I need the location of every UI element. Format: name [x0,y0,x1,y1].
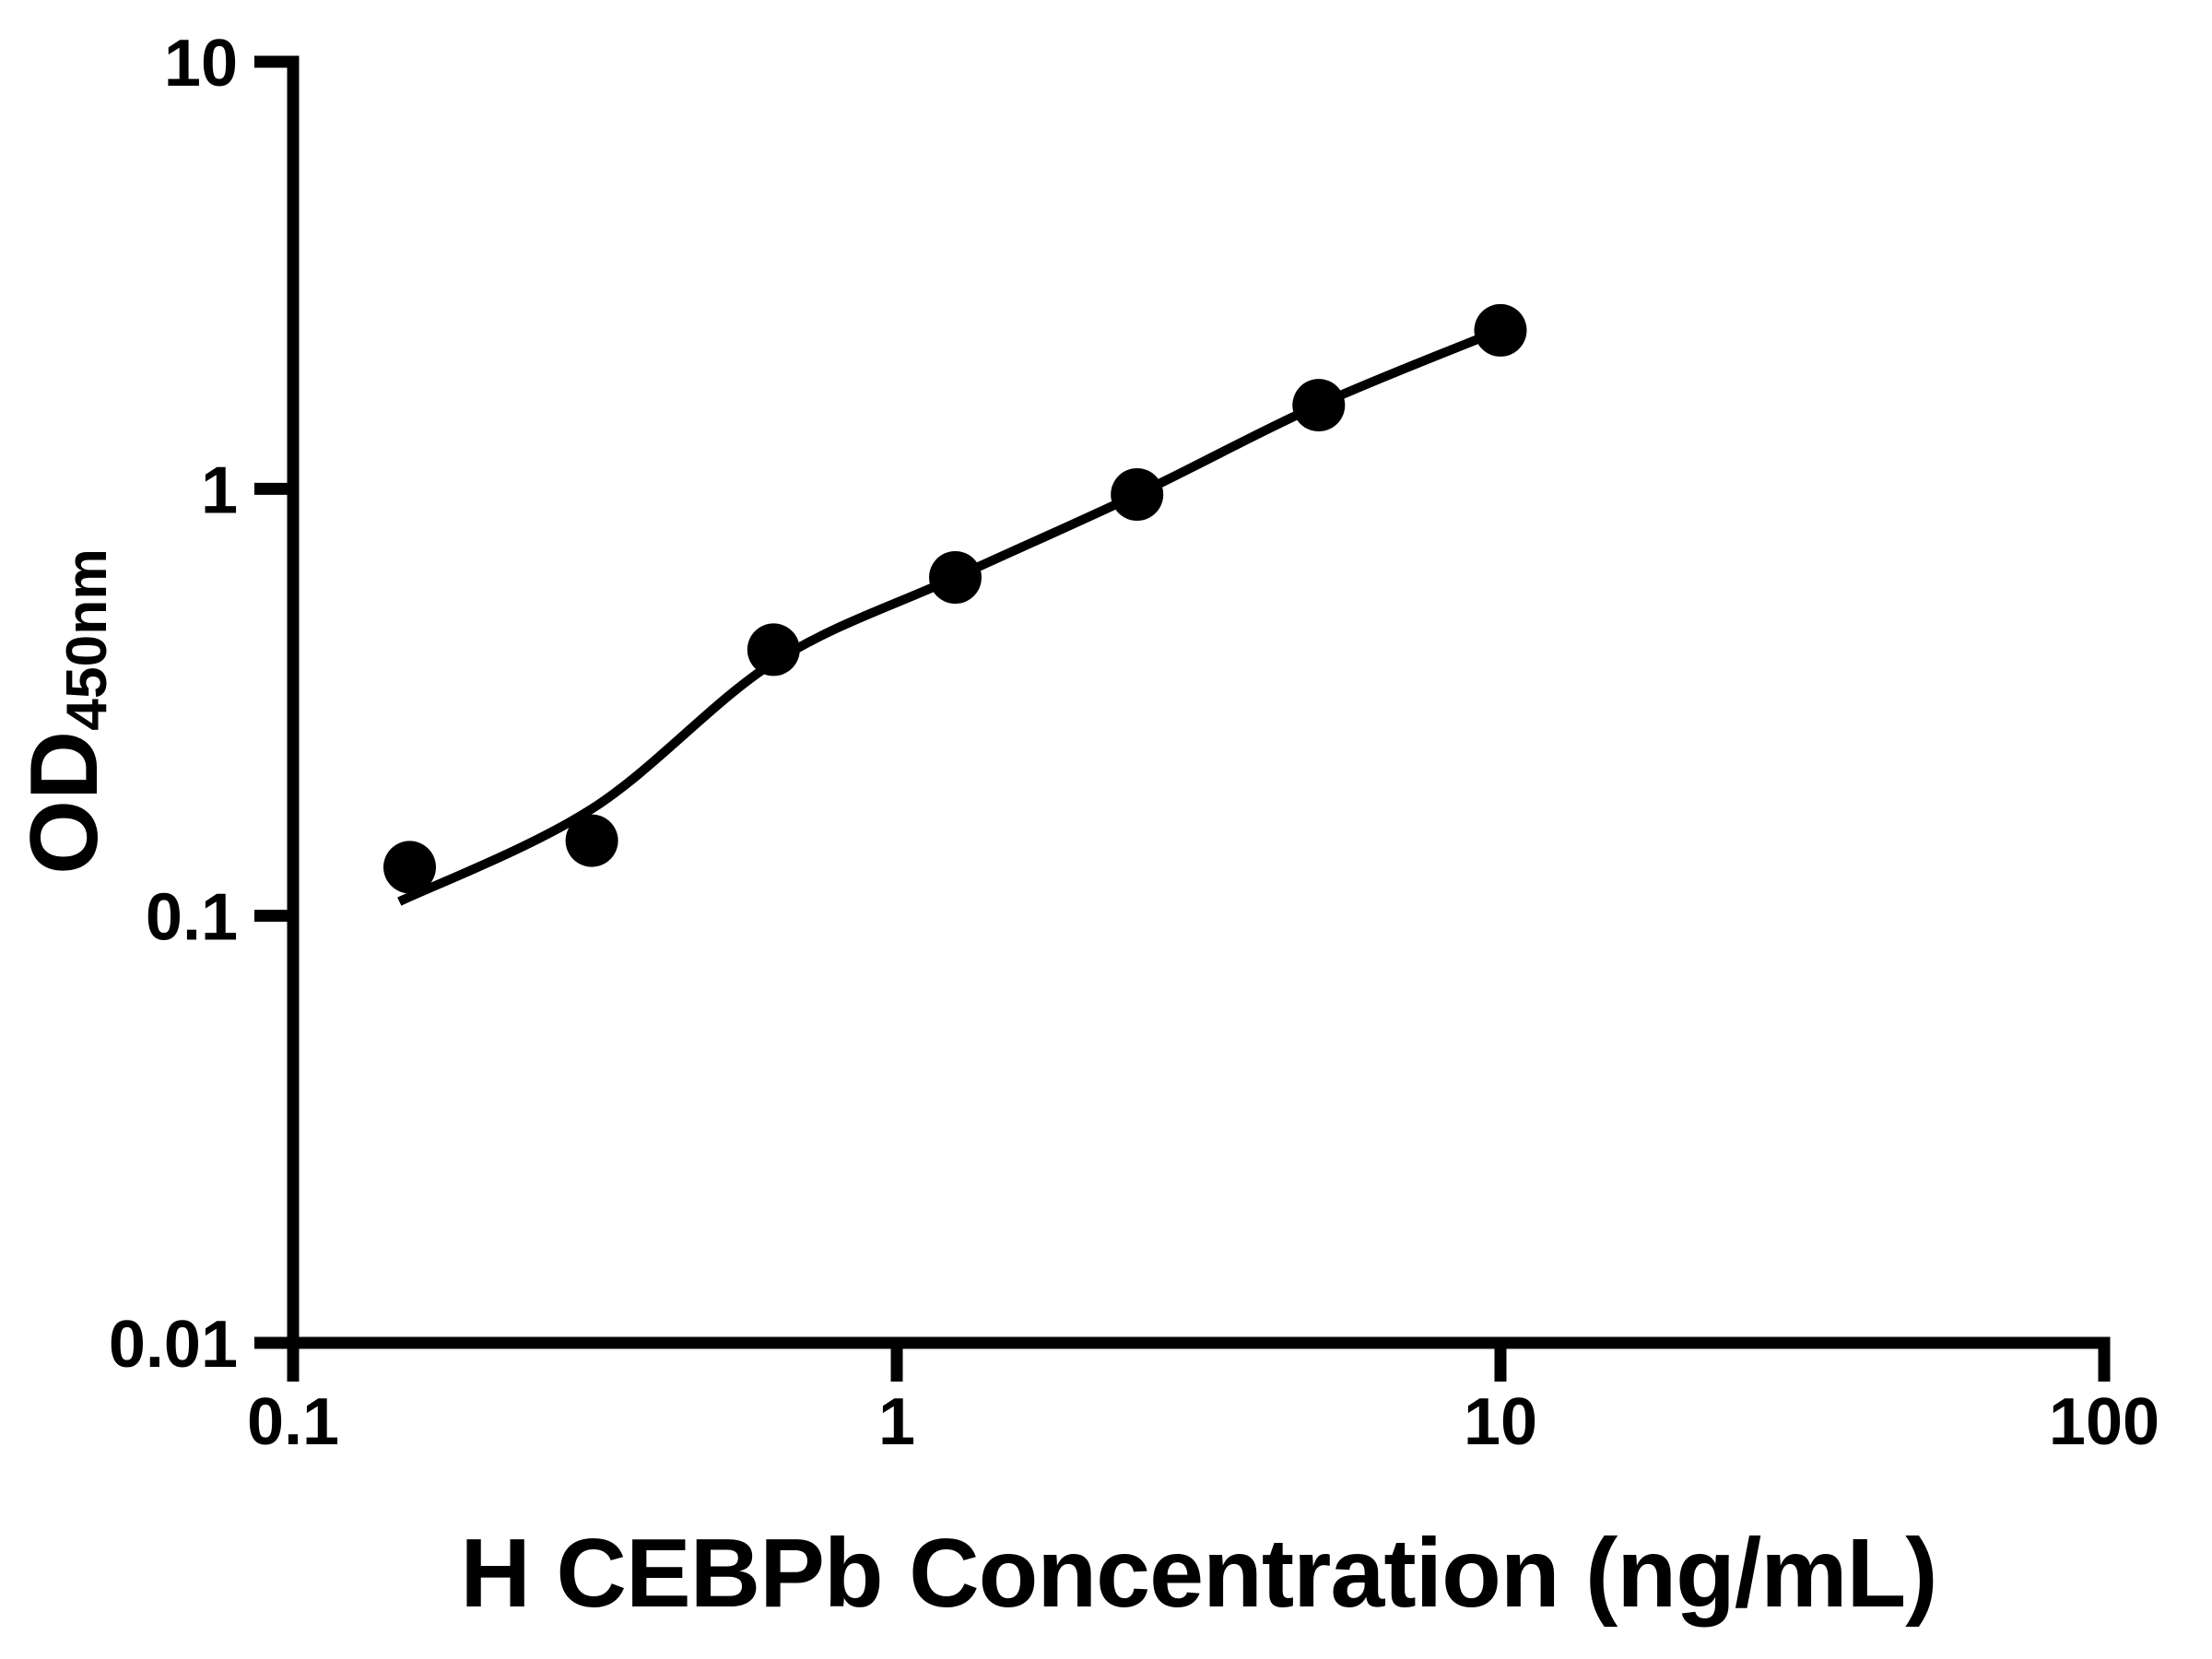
x-tick-label: 100 [2049,1385,2159,1459]
y-tick-label: 1 [201,453,238,527]
data-point [383,841,436,894]
y-axis-title: OD450nm [11,548,119,875]
y-tick-label: 0.1 [146,881,238,955]
data-point [747,623,800,677]
y-axis-title-subscript: 450nm [54,548,119,731]
y-tick-label: 10 [164,27,238,100]
y-tick-label: 0.01 [109,1308,238,1382]
data-point [1292,379,1346,432]
x-tick-label: 10 [1464,1385,1537,1459]
data-point [929,551,982,604]
x-tick-label: 1 [878,1385,915,1459]
data-point [1111,468,1164,521]
data-point [1474,303,1527,357]
data-point [565,814,618,867]
y-axis-title-main: OD [10,730,118,875]
x-tick-label: 0.1 [247,1385,339,1459]
x-axis-title: H CEBPb Concentration (ng/mL) [460,1519,1937,1628]
